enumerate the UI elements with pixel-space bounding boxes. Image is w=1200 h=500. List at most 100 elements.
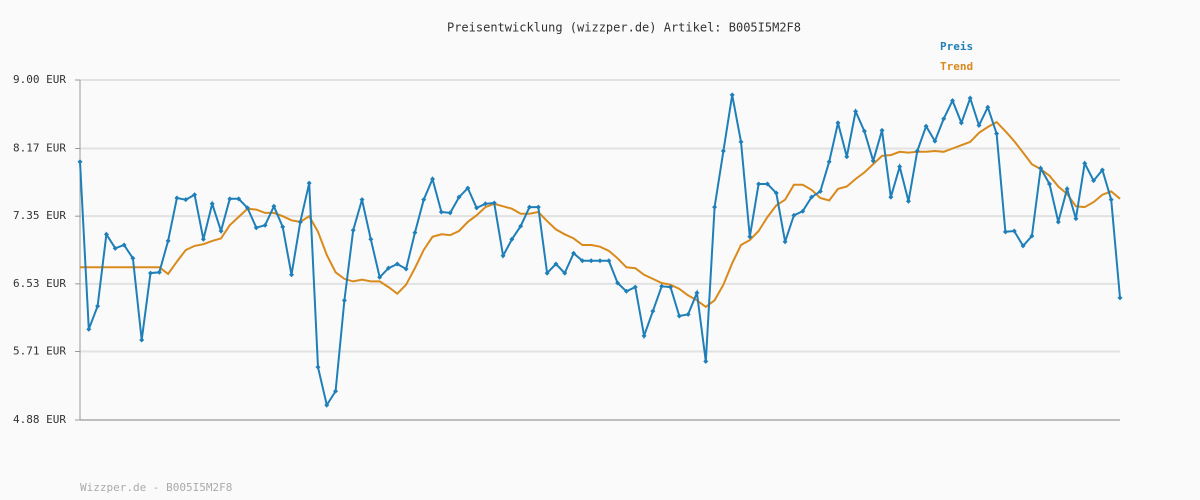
- point: [350, 227, 356, 233]
- point: [236, 196, 242, 202]
- point: [932, 138, 938, 144]
- point: [853, 108, 859, 114]
- point: [438, 209, 444, 215]
- point: [359, 197, 365, 203]
- point: [491, 200, 497, 206]
- point: [756, 181, 762, 187]
- point: [641, 333, 647, 339]
- point: [773, 190, 779, 196]
- point: [474, 205, 480, 211]
- point: [870, 158, 876, 164]
- point: [174, 195, 180, 201]
- point: [447, 210, 453, 216]
- series-line: [79, 94, 1121, 408]
- legend-entry: Trend: [940, 60, 973, 73]
- point: [650, 308, 656, 314]
- point: [1046, 181, 1052, 187]
- point: [535, 204, 541, 210]
- point: [412, 230, 418, 236]
- point: [218, 228, 224, 234]
- point: [888, 194, 894, 200]
- point: [1064, 186, 1070, 192]
- point: [544, 270, 550, 276]
- series-line: [80, 120, 1121, 309]
- point: [553, 261, 559, 267]
- point: [289, 272, 295, 278]
- point: [809, 194, 815, 200]
- point: [253, 225, 259, 231]
- point: [747, 234, 753, 240]
- point: [764, 181, 770, 187]
- point: [571, 250, 577, 256]
- point: [1099, 167, 1105, 173]
- point: [1108, 197, 1114, 203]
- point: [112, 245, 118, 251]
- point: [923, 123, 929, 129]
- point: [615, 280, 621, 286]
- point: [835, 120, 841, 126]
- point: [729, 92, 735, 98]
- point: [156, 269, 162, 275]
- point: [500, 253, 506, 259]
- point: [526, 204, 532, 210]
- point: [1055, 219, 1061, 225]
- point: [1038, 165, 1044, 171]
- point: [148, 270, 154, 276]
- y-tick-label: 7.35 EUR: [13, 209, 66, 222]
- y-tick-label: 4.88 EUR: [13, 413, 66, 426]
- point: [606, 258, 612, 264]
- point: [456, 194, 462, 200]
- point: [623, 288, 629, 294]
- point: [1029, 233, 1035, 239]
- point: [958, 120, 964, 126]
- point: [1091, 178, 1097, 184]
- point: [668, 284, 674, 290]
- point: [139, 337, 145, 343]
- point: [377, 274, 383, 280]
- point: [192, 192, 198, 198]
- point: [262, 222, 268, 228]
- point: [879, 127, 885, 133]
- point: [694, 290, 700, 296]
- point: [676, 313, 682, 319]
- point: [976, 122, 982, 128]
- footer: Wizzper.de - B005I5M2F8: [80, 481, 232, 494]
- point: [77, 159, 83, 165]
- point: [227, 196, 233, 202]
- y-tick-label: 6.53 EUR: [13, 277, 66, 290]
- point: [703, 358, 709, 364]
- point: [200, 236, 206, 242]
- point: [941, 116, 947, 122]
- point: [1082, 160, 1088, 166]
- point: [324, 402, 330, 408]
- point: [280, 224, 286, 230]
- point: [403, 266, 409, 272]
- point: [430, 176, 436, 182]
- y-tick-label: 9.00 EUR: [13, 73, 66, 86]
- point: [394, 261, 400, 267]
- point: [817, 188, 823, 194]
- point: [1020, 243, 1026, 249]
- point: [421, 197, 427, 203]
- point: [791, 212, 797, 218]
- point: [183, 197, 189, 203]
- point: [720, 148, 726, 154]
- point: [509, 236, 515, 242]
- point: [738, 139, 744, 145]
- point: [103, 231, 109, 237]
- point: [95, 303, 101, 309]
- point: [826, 159, 832, 165]
- point: [950, 98, 956, 104]
- point: [297, 219, 303, 225]
- point: [800, 208, 806, 214]
- point: [897, 164, 903, 170]
- point: [844, 154, 850, 160]
- point: [368, 236, 374, 242]
- point: [130, 255, 136, 261]
- point: [659, 283, 665, 289]
- chart-title: Preisentwicklung (wizzper.de) Artikel: B…: [447, 21, 801, 35]
- point: [1011, 228, 1017, 234]
- point: [632, 284, 638, 290]
